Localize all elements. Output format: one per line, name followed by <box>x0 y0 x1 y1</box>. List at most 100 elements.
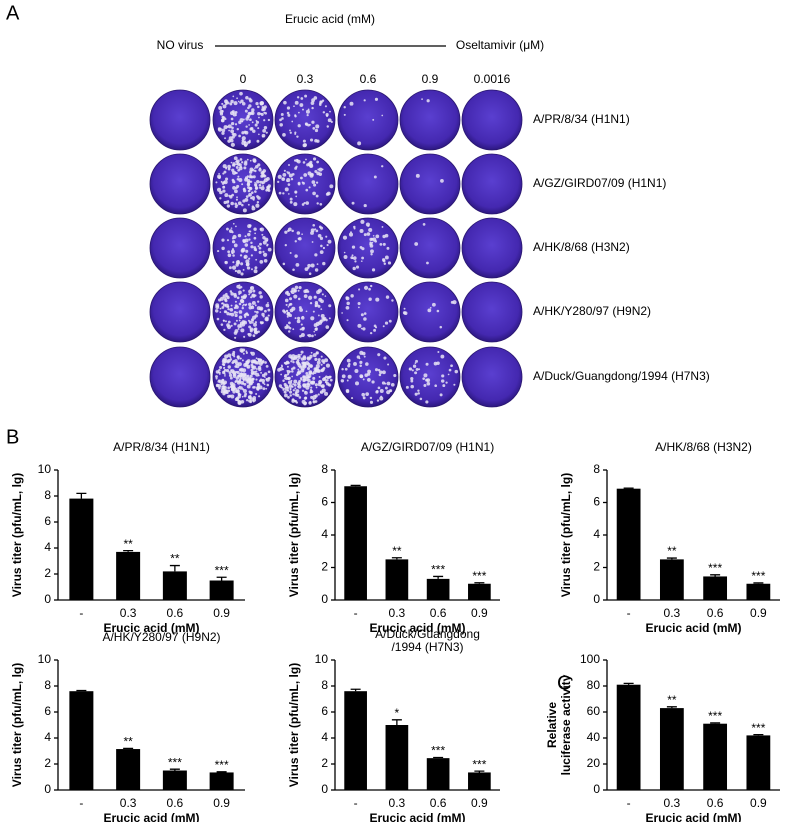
plaque <box>255 361 260 365</box>
plaque <box>363 317 367 321</box>
plaque <box>250 351 255 356</box>
plaque <box>309 391 312 394</box>
plaque <box>238 284 241 287</box>
plaque <box>220 380 223 384</box>
plaque <box>223 170 227 174</box>
plaque <box>244 235 247 238</box>
plaque <box>256 201 260 204</box>
y-tick-label: 0 <box>44 592 51 606</box>
plaque <box>230 117 234 121</box>
plaque <box>301 364 305 368</box>
plaque <box>233 156 238 161</box>
plaque <box>251 121 254 124</box>
y-axis-label: Virus titer (pfu/mL, lg) <box>10 473 24 597</box>
plaque <box>257 330 260 333</box>
plaque <box>252 129 256 133</box>
plaque <box>300 323 303 326</box>
plaque <box>238 319 241 322</box>
plaque <box>224 374 226 377</box>
plaque <box>303 294 308 299</box>
plaque <box>250 296 253 299</box>
plaque <box>240 165 243 169</box>
plaque <box>254 184 258 188</box>
plaque <box>353 227 356 230</box>
plaque <box>386 246 390 250</box>
plaque <box>254 321 258 324</box>
plaque <box>309 389 313 392</box>
plaque <box>314 334 316 336</box>
x-tick-label: 0.9 <box>471 606 488 620</box>
x-axis-label: Erucic acid (mM) <box>645 621 741 635</box>
plaque <box>412 364 417 368</box>
plaque <box>288 164 290 167</box>
plaque <box>381 114 384 117</box>
plaque <box>346 301 350 306</box>
plate-well <box>461 153 523 215</box>
plaque <box>368 287 371 291</box>
plaque <box>277 174 282 179</box>
plaque <box>235 260 240 265</box>
error-bar <box>474 582 485 584</box>
plaque <box>320 299 324 304</box>
plaque <box>447 373 450 376</box>
plaque <box>344 367 348 371</box>
plaque <box>229 376 233 380</box>
plaque <box>322 361 326 364</box>
plaque <box>244 130 249 135</box>
plaque <box>254 310 257 313</box>
significance: ** <box>392 544 402 558</box>
plaque <box>371 241 374 244</box>
plaque <box>243 335 246 338</box>
y-tick-label: 0 <box>321 592 328 606</box>
plaque <box>259 180 263 184</box>
plaque <box>230 161 233 164</box>
plaque <box>215 181 218 184</box>
plaque <box>305 385 310 390</box>
plaque <box>217 250 220 253</box>
plaque <box>312 395 317 400</box>
plaque <box>238 385 241 388</box>
error-bar <box>216 576 227 581</box>
x-axis-label: Erucic acid (mM) <box>369 811 465 822</box>
plaque <box>229 307 234 312</box>
plaque <box>236 204 239 207</box>
plaque <box>354 260 357 263</box>
plaque <box>248 140 251 144</box>
plaque <box>244 315 247 319</box>
plaque <box>293 288 297 293</box>
plaque <box>253 327 257 332</box>
plaque <box>311 380 315 384</box>
plaque <box>384 255 389 260</box>
plaque <box>301 327 305 331</box>
plaque <box>314 369 318 373</box>
plaque <box>259 259 264 264</box>
plaque <box>245 379 248 382</box>
plaque <box>224 177 229 181</box>
plaque <box>237 100 240 103</box>
plaque <box>248 193 252 197</box>
plaque <box>293 202 298 207</box>
plate-well <box>337 153 399 215</box>
plaque <box>280 386 282 389</box>
plaque <box>285 303 288 306</box>
plaque <box>305 158 307 161</box>
plaque <box>224 193 229 198</box>
plaque <box>290 177 294 181</box>
plaque <box>250 368 254 372</box>
plaque <box>295 262 300 267</box>
y-tick-label: 10 <box>315 652 329 666</box>
plaque <box>250 127 254 131</box>
plaque <box>230 142 235 147</box>
plaque <box>422 223 426 226</box>
plaque <box>309 160 313 164</box>
plaque <box>286 171 288 173</box>
plaque <box>244 392 248 396</box>
error-bar <box>76 689 87 692</box>
plaque <box>224 310 228 313</box>
plaque <box>257 163 261 167</box>
plaque <box>305 188 309 192</box>
plaque <box>328 375 332 379</box>
plaque <box>219 307 222 310</box>
significance: *** <box>751 721 765 735</box>
plaque <box>266 243 269 246</box>
